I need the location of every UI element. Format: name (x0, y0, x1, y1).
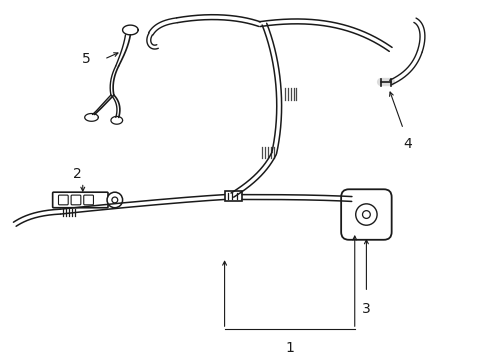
FancyBboxPatch shape (341, 189, 391, 240)
Circle shape (112, 197, 118, 203)
Text: 5: 5 (82, 52, 91, 66)
FancyBboxPatch shape (224, 191, 242, 201)
FancyBboxPatch shape (83, 195, 93, 205)
Text: 3: 3 (361, 302, 370, 316)
FancyBboxPatch shape (59, 195, 68, 205)
Circle shape (355, 204, 376, 225)
Text: 2: 2 (72, 167, 81, 180)
Text: 1: 1 (285, 341, 293, 355)
Circle shape (362, 211, 369, 219)
FancyBboxPatch shape (53, 192, 108, 208)
Text: 4: 4 (402, 137, 411, 151)
FancyBboxPatch shape (71, 195, 81, 205)
Circle shape (107, 192, 122, 208)
